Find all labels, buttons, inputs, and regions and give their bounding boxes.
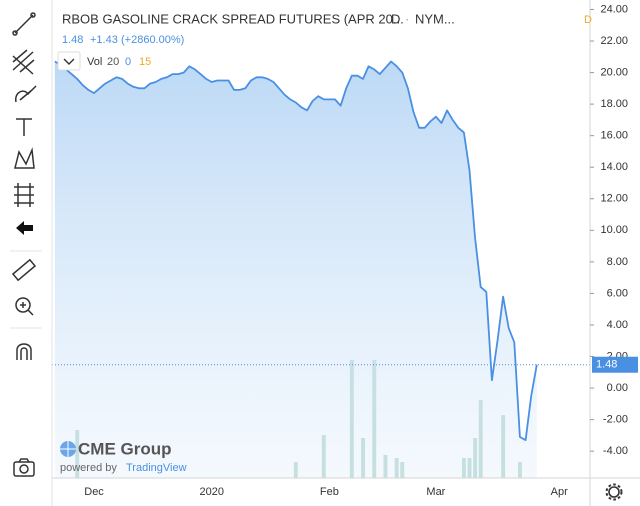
indicator-toggle[interactable] xyxy=(57,51,81,71)
exchange: NYM... xyxy=(415,11,455,26)
trend-line-tool[interactable] xyxy=(12,12,36,36)
chart-title: RBOB GASOLINE CRACK SPREAD FUTURES (APR … xyxy=(62,11,404,26)
y-tick-label: 14.00 xyxy=(600,161,628,173)
x-tick-label: Feb xyxy=(320,486,339,498)
y-tick-label: -4.00 xyxy=(603,445,628,457)
y-tick-label: 10.00 xyxy=(600,224,628,236)
quote-last: 1.48 xyxy=(62,34,83,46)
x-tick-label: Apr xyxy=(551,486,568,498)
separator-dot: · xyxy=(405,11,409,26)
quote-change-percent: (+2860.00%) xyxy=(121,34,184,46)
y-tick-label: 22.00 xyxy=(600,35,628,47)
x-tick-label: Mar xyxy=(426,486,445,498)
watermark-brand: CME Group xyxy=(78,439,172,458)
toolbar xyxy=(10,0,53,506)
y-tick-label: 16.00 xyxy=(600,130,628,142)
indicator-offset: 0 xyxy=(125,56,131,68)
watermark-powered-by: powered by xyxy=(60,462,117,474)
price-area xyxy=(54,61,537,478)
measure-tool[interactable] xyxy=(11,258,37,282)
indicator-length: 20 xyxy=(107,56,119,68)
separator-dot: · xyxy=(380,11,384,26)
indicator-name: Vol xyxy=(87,56,102,68)
settings-button[interactable] xyxy=(605,483,623,501)
y-tick-label: -2.00 xyxy=(603,414,628,426)
plot-area xyxy=(52,60,590,478)
indicator-ma: 15 xyxy=(139,56,151,68)
magnet-tool[interactable] xyxy=(16,343,32,360)
screenshot-button[interactable] xyxy=(13,458,35,477)
interval: D xyxy=(391,11,400,26)
y-tick-label: 18.00 xyxy=(600,98,628,110)
watermark-logo xyxy=(60,441,76,457)
fib-tool[interactable] xyxy=(12,49,35,75)
watermark-provider: TradingView xyxy=(126,462,187,474)
y-tick-label: 12.00 xyxy=(600,193,628,205)
y-tick-label: 8.00 xyxy=(607,256,628,268)
y-tick-label: 20.00 xyxy=(600,66,628,78)
x-tick-label: Dec xyxy=(84,486,104,498)
last-price-badge xyxy=(592,356,638,373)
x-tick-label: 2020 xyxy=(199,486,223,498)
text-tool[interactable] xyxy=(16,118,32,136)
quote-change: +1.43 xyxy=(90,34,118,46)
y-tick-label: 24.00 xyxy=(600,3,628,15)
y-tick-label: 6.00 xyxy=(607,287,628,299)
back-arrow[interactable] xyxy=(16,221,33,235)
y-tick-label: 4.00 xyxy=(607,319,628,331)
prediction-tool[interactable] xyxy=(14,183,34,207)
pattern-tool[interactable] xyxy=(14,147,35,169)
zoom-tool[interactable] xyxy=(15,297,34,316)
last-price-label: 1.48 xyxy=(596,359,617,371)
brush-tool[interactable] xyxy=(15,85,37,103)
price-line xyxy=(54,60,538,441)
data-status: D xyxy=(584,14,592,26)
y-tick-label: 0.00 xyxy=(607,382,628,394)
